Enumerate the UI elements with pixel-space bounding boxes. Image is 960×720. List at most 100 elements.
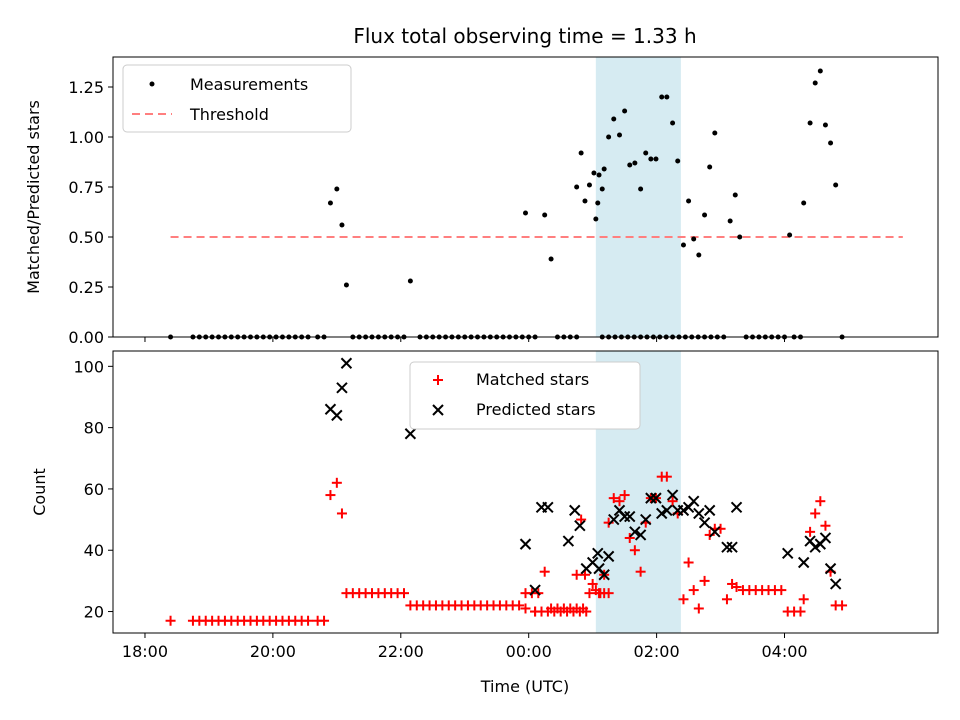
measurement-point	[638, 186, 644, 192]
x-axis-label: Time (UTC)	[480, 677, 569, 696]
legend-measurements-marker	[149, 81, 155, 87]
measurement-point	[807, 120, 813, 126]
matched-star-point	[820, 520, 831, 531]
measurement-point	[822, 122, 828, 128]
top-y-tick-label: 0.50	[68, 228, 104, 247]
measurement-point	[833, 182, 839, 188]
predicted-star-point	[574, 520, 586, 532]
predicted-star-point	[598, 569, 610, 581]
matched-star-point	[319, 615, 330, 626]
predicted-star-point	[698, 516, 711, 529]
matched-star-point	[303, 615, 314, 626]
measurement-point	[696, 252, 702, 258]
bottom-x-tick-label: 22:00	[378, 642, 424, 661]
matched-star-point	[520, 603, 531, 614]
matched-star-point	[584, 588, 595, 599]
measurement-point	[596, 172, 602, 178]
matched-star-point	[325, 490, 336, 501]
predicted-star-point	[634, 529, 647, 541]
legend-matched-label: Matched stars	[476, 370, 589, 389]
measurement-point	[606, 134, 612, 140]
matched-star-point	[587, 578, 598, 589]
chart-title: Flux total observing time = 1.33 h	[353, 24, 696, 48]
bottom-x-axis: 18:00 20:00 22:00 00:00 02:00 04:00	[122, 633, 808, 661]
measurement-point	[617, 132, 623, 138]
measurement-point	[343, 282, 349, 288]
top-y-tick-label: 0.75	[68, 178, 104, 197]
matched-star-point	[603, 588, 614, 599]
matched-star-point	[776, 585, 787, 596]
measurement-point	[680, 242, 686, 248]
top-x-axis	[144, 337, 786, 342]
measurement-point	[339, 222, 345, 228]
measurement-point	[595, 200, 601, 206]
matched-star-point	[688, 585, 699, 596]
matched-star-point	[619, 490, 630, 501]
bottom-y-tick-label: 60	[84, 480, 104, 499]
predicted-star-point	[602, 550, 615, 563]
measurement-point	[334, 186, 340, 192]
measurement-point	[801, 200, 807, 206]
measurement-point	[574, 184, 580, 190]
matched-star-point	[614, 496, 625, 507]
predicted-stars-series	[324, 357, 842, 596]
matched-star-point	[805, 526, 816, 537]
matched-star-point	[514, 600, 525, 611]
top-y-tick-label: 0.25	[68, 278, 104, 297]
predicted-star-point	[829, 578, 842, 590]
bottom-legend-box	[409, 361, 641, 430]
bottom-legend: Matched stars Predicted stars	[409, 361, 641, 430]
matched-star-point	[795, 606, 806, 617]
top-panel: 0.00 0.25 0.50 0.75 1.00 1.25 Flux total obse…	[24, 24, 939, 347]
matched-star-point	[683, 557, 694, 568]
observing-window-highlight	[595, 57, 681, 337]
measurement-point	[702, 212, 708, 218]
predicted-star-point	[542, 501, 554, 514]
matched-star-point	[661, 471, 672, 482]
predicted-star-point	[340, 357, 353, 369]
measurement-point	[812, 80, 818, 86]
bottom-x-tick-label: 00:00	[506, 642, 552, 661]
matched-star-point	[579, 569, 590, 580]
predicted-star-point	[562, 535, 575, 547]
measurement-point	[611, 116, 617, 122]
measurement-point	[670, 120, 676, 126]
matched-star-point	[667, 496, 678, 507]
predicted-star-point	[782, 547, 794, 560]
bottom-x-tick-label: 20:00	[250, 642, 296, 661]
bottom-y-axis-label: Count	[30, 468, 49, 516]
legend-predicted-marker	[432, 404, 444, 416]
measurement-point	[599, 186, 605, 192]
measurement-point	[686, 198, 692, 204]
predicted-star-point	[677, 504, 690, 517]
top-y-tick-label: 0.00	[68, 328, 104, 347]
predicted-star-point	[726, 541, 738, 553]
measurement-point	[712, 130, 718, 136]
predicted-star-point	[703, 504, 716, 517]
measurement-point	[664, 94, 670, 100]
predicted-star-point	[709, 526, 721, 538]
measurement-point	[407, 278, 413, 284]
predicted-star-point	[721, 541, 733, 553]
measurement-point	[548, 256, 554, 262]
bottom-y-axis: 20 40 60 80 100	[73, 357, 113, 622]
predicted-star-point	[624, 510, 636, 523]
predicted-star-point	[797, 556, 810, 569]
predicted-star-point	[809, 541, 821, 553]
predicted-star-point	[824, 562, 837, 575]
measurement-point	[601, 166, 607, 172]
top-axes-frame	[112, 56, 939, 338]
measurement-point	[591, 170, 597, 176]
predicted-star-point	[650, 492, 662, 504]
bottom-y-tick-label: 80	[84, 419, 104, 438]
measurement-point	[707, 164, 713, 170]
predicted-star-point	[519, 538, 532, 550]
bottom-x-tick-label: 18:00	[122, 642, 168, 661]
measurement-point	[659, 94, 665, 100]
predicted-star-point	[819, 532, 832, 544]
measurement-point	[675, 158, 681, 164]
legend-threshold-label: Threshold	[189, 105, 269, 124]
predicted-star-point	[608, 513, 620, 526]
bottom-y-tick-label: 40	[84, 541, 104, 560]
